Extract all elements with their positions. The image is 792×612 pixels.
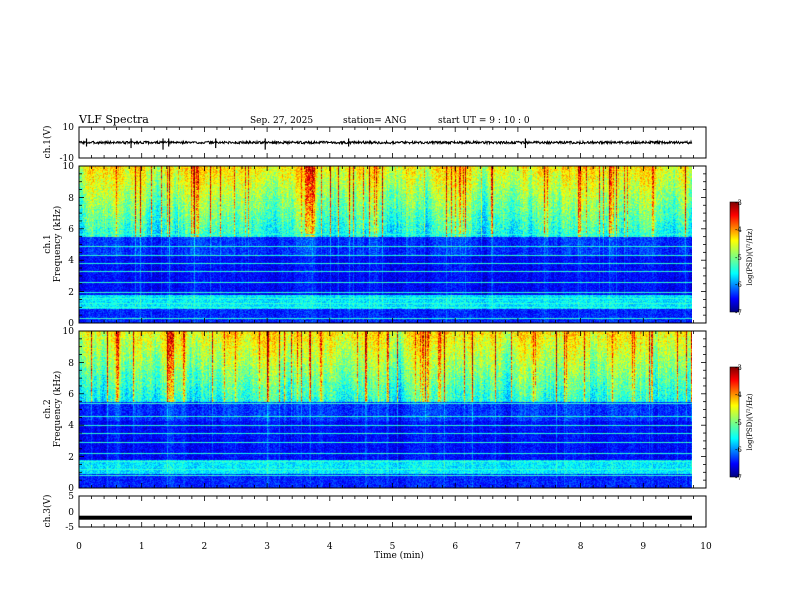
ch2-cb-tick-6: -6 <box>735 446 742 454</box>
xtick-7: 7 <box>515 542 521 552</box>
ch2-spec-ylabel: Frequency (kHz) <box>52 371 63 448</box>
ch1-spec-channel-label: ch.1 <box>43 234 53 253</box>
ch3-waveform-line <box>79 515 692 520</box>
ch1-cb-tick-7: -7 <box>735 309 742 317</box>
ch2-colorbar-frame <box>729 366 740 478</box>
ch2-spectrogram-panel: 0 2 4 6 8 10 ch.2 Frequency (kHz) -3 -4 … <box>43 327 754 494</box>
ch2-spec-channel-label: ch.2 <box>43 399 53 418</box>
ch1-spec-ytick-0: 0 <box>68 319 74 329</box>
ch1-spec-ylabel: Frequency (kHz) <box>52 206 63 283</box>
xtick-6: 6 <box>452 542 458 552</box>
ch1-cb-tick-5: -5 <box>735 254 742 262</box>
x-axis: 0 1 2 3 4 5 6 7 8 9 10 Time (min) <box>76 542 712 561</box>
xtick-2: 2 <box>202 542 208 552</box>
ch1-ytick-top: 10 <box>63 123 75 133</box>
ch2-colorbar <box>730 367 739 477</box>
ch1-spec-ytick-2: 2 <box>68 288 74 298</box>
xtick-9: 9 <box>640 542 646 552</box>
ch1-spec-ytick-6: 6 <box>68 225 74 235</box>
ch2-spec-ytick-0: 0 <box>68 484 74 494</box>
start-time-label: start UT = 9 : 10 : 0 <box>438 116 530 126</box>
ch1-colorbar-label: log(PSD)(V²/Hz) <box>746 228 754 285</box>
ch1-spectrogram-panel: 0 2 4 6 8 10 ch.1 Frequency (kHz) -3 -4 … <box>43 162 754 329</box>
xtick-3: 3 <box>264 542 270 552</box>
ch2-cb-tick-4: -4 <box>735 391 742 399</box>
ch2-spec-ytick-2: 2 <box>68 453 74 463</box>
x-axis-label: Time (min) <box>374 550 424 561</box>
xtick-10: 10 <box>700 542 712 552</box>
ch1-spec-ytick-8: 8 <box>68 194 74 204</box>
ch1-colorbar <box>730 202 739 312</box>
ch1-colorbar-frame <box>729 201 740 313</box>
ch1-cb-tick-3: -3 <box>735 199 742 207</box>
ch1-spec-ytick-10: 10 <box>63 162 75 172</box>
ch1-ytick-bottom: -10 <box>60 154 75 164</box>
ch2-spec-ytick-8: 8 <box>68 359 74 369</box>
xtick-5: 5 <box>390 542 396 552</box>
xtick-8: 8 <box>578 542 584 552</box>
ch1-cb-tick-4: -4 <box>735 226 742 234</box>
ch1-spec-ytick-4: 4 <box>68 256 74 266</box>
xtick-0: 0 <box>76 542 82 552</box>
ch1-waveform-line <box>78 139 693 146</box>
ch2-colorbar-label: log(PSD)(V²/Hz) <box>746 393 754 450</box>
ch3-ytick-bottom: -5 <box>65 523 74 533</box>
ch1-cb-tick-6: -6 <box>735 281 742 289</box>
ch2-spec-ytick-6: 6 <box>68 390 74 400</box>
ch2-spec-ytick-10: 10 <box>63 327 75 337</box>
ch2-cb-tick-7: -7 <box>735 474 742 482</box>
axis-ticks <box>78 127 707 527</box>
ch3-ytick-mid: 0 <box>68 508 74 518</box>
ch2-cb-tick-3: -3 <box>735 364 742 372</box>
ch3-ylabel: ch.3(V) <box>42 495 53 528</box>
xtick-1: 1 <box>139 542 145 552</box>
ch2-spectrogram-image <box>79 331 692 488</box>
ch1-ylabel: ch.1(V) <box>42 126 53 159</box>
date-label: Sep. 27, 2025 <box>250 116 313 126</box>
ch3-ytick-top: 5 <box>68 492 74 502</box>
ch1-spectrogram-image <box>79 166 692 323</box>
station-label: station= ANG <box>343 116 406 126</box>
ch2-spec-ytick-4: 4 <box>68 421 74 431</box>
xtick-4: 4 <box>327 542 333 552</box>
ch2-cb-tick-5: -5 <box>735 419 742 427</box>
figure-title: VLF Spectra <box>78 113 149 126</box>
